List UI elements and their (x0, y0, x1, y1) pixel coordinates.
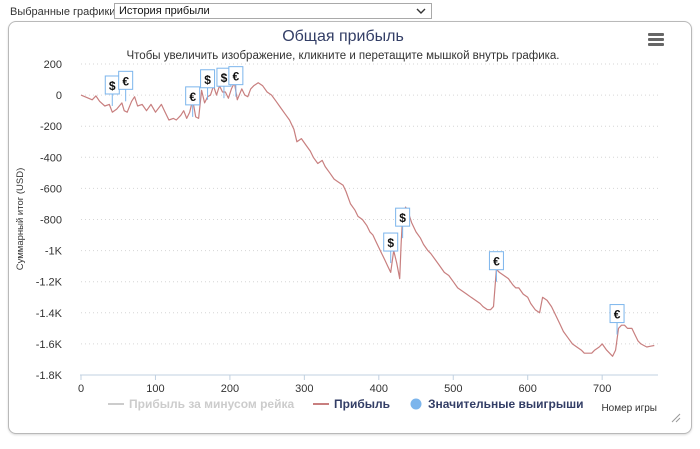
x-axis-ticks: 0 100 200 300 400 500 600 700 (78, 375, 611, 395)
big-win-marker[interactable]: € (488, 251, 504, 282)
markers-group: $ € € $ $ € $ $ € € (104, 66, 625, 335)
big-win-marker-label: $ (109, 79, 116, 93)
menu-button[interactable] (647, 30, 665, 48)
big-win-marker[interactable]: $ (383, 232, 399, 264)
big-win-marker[interactable]: € (185, 86, 201, 117)
y-tick-label: -600 (40, 183, 62, 195)
y-tick-label: -1K (45, 246, 63, 258)
y-tick-label: -1.6K (36, 339, 63, 351)
y-tick-label: -200 (40, 121, 62, 133)
x-tick-label: 700 (593, 383, 611, 395)
big-win-marker-label: $ (221, 71, 228, 85)
y-tick-label: 0 (56, 90, 62, 102)
big-win-marker-label: € (493, 255, 500, 269)
x-axis-title: Номер игры (601, 403, 657, 414)
big-win-marker-label: € (189, 90, 196, 104)
x-tick-label: 400 (370, 383, 388, 395)
y-tick-label: -1.8K (36, 370, 63, 382)
big-win-marker[interactable]: $ (200, 69, 216, 100)
x-tick-label: 0 (78, 383, 84, 395)
chart-selector-dropdown[interactable]: История прибыли (114, 3, 432, 19)
y-axis-title: Суммарный итог (USD) (15, 168, 26, 270)
chart-selector-value: История прибыли (119, 5, 210, 17)
legend-item-profit[interactable]: Прибыль (313, 397, 390, 411)
big-win-marker[interactable]: € (609, 304, 625, 335)
big-win-marker[interactable]: € (118, 70, 134, 102)
big-win-marker[interactable]: $ (104, 75, 120, 106)
chevron-down-icon (416, 8, 426, 14)
legend-label-rake: Прибыль за минусом рейка (129, 397, 294, 411)
x-tick-label: 600 (519, 383, 537, 395)
big-win-marker-label: € (233, 70, 240, 84)
big-win-marker-label: $ (204, 73, 211, 87)
y-tick-label: 200 (44, 59, 62, 71)
series-group (80, 82, 655, 357)
chart-title: Общая прибыль (282, 28, 404, 45)
y-axis-ticks: 200 0 -200 -400 -600 -800 -1K -1.2K -1.4K -1.6K -1… (36, 59, 63, 382)
big-win-marker-label: $ (399, 211, 406, 225)
chart-panel (8, 21, 692, 434)
chart-selector-bar: Выбранные графики: История прибыли (0, 0, 700, 20)
big-win-marker[interactable]: $ (395, 207, 411, 239)
y-tick-label: -800 (40, 215, 62, 227)
legend-item-big-wins[interactable]: Значительные выигрыши (410, 397, 584, 411)
big-win-marker-label: € (122, 74, 129, 88)
legend-label-big-wins: Значительные выигрыши (428, 397, 584, 411)
x-tick-label: 100 (146, 383, 164, 395)
y-tick-label: -400 (40, 152, 62, 164)
big-win-marker[interactable]: € (228, 66, 244, 97)
x-tick-label: 200 (221, 383, 239, 395)
big-win-marker-label: $ (387, 236, 394, 250)
legend: Прибыль за минусом рейка Прибыль Значите… (108, 397, 584, 411)
y-tick-label: -1.2K (36, 277, 63, 289)
x-tick-label: 300 (295, 383, 313, 395)
legend-label-profit: Прибыль (334, 397, 390, 411)
x-tick-label: 500 (444, 383, 462, 395)
chart-selector-label: Выбранные графики: (10, 6, 119, 18)
y-tick-label: -1.4K (36, 308, 63, 320)
profit-line[interactable] (80, 82, 655, 357)
big-win-marker-label: € (614, 308, 621, 322)
chart-subtitle: Чтобы увеличить изображение, кликните и … (127, 50, 560, 62)
legend-item-rake[interactable]: Прибыль за минусом рейка (108, 397, 294, 411)
hamburger-menu-icon (648, 33, 664, 46)
resize-grip-icon[interactable] (669, 411, 681, 423)
grid-lines (81, 63, 658, 345)
